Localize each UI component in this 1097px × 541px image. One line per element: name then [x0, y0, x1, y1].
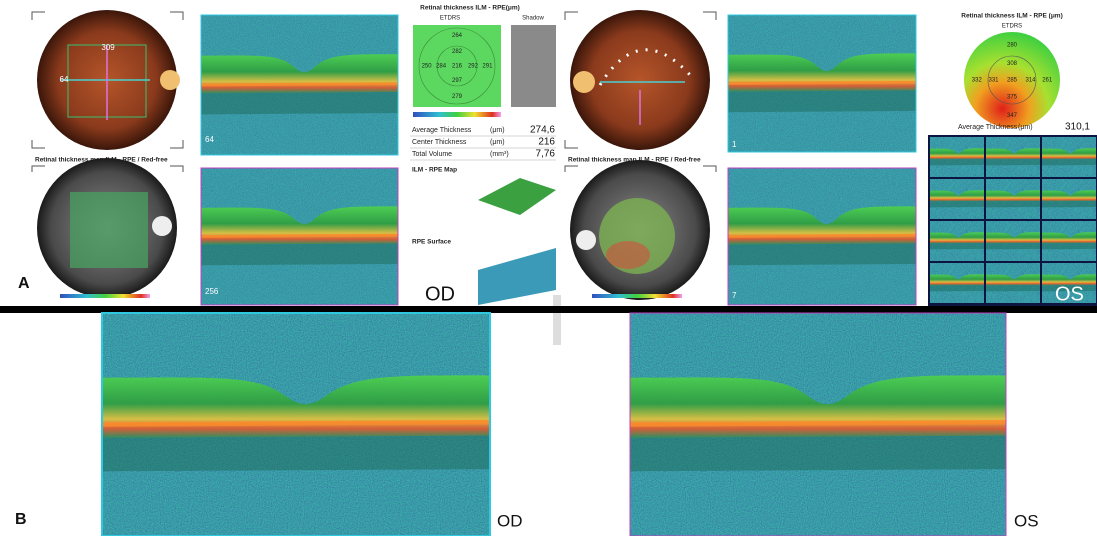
sector-value: 284 [436, 64, 447, 70]
metric-unit: (μm) [490, 127, 505, 134]
sector-value: 280 [1007, 42, 1018, 48]
etdrs-label: ETDRS [1002, 24, 1022, 30]
sector-value: 332 [972, 78, 983, 84]
scan-label: 256 [205, 287, 219, 296]
sector-value: 347 [1007, 113, 1018, 119]
metrics: Average Thickness (μm) 274,6 Center Thickne… [410, 125, 556, 160]
sector-value: 297 [452, 78, 463, 84]
os-fundus [565, 10, 716, 150]
scrollbar [553, 295, 561, 345]
scan-tile [930, 263, 984, 303]
rpe-surface [478, 248, 556, 305]
panel-b [102, 313, 1006, 536]
eye-label: OS [1055, 283, 1084, 305]
ilm-surface [478, 178, 556, 215]
scan-tile [1042, 179, 1096, 219]
map-label: ILM - RPE Map [412, 167, 457, 174]
sector-value: 264 [452, 33, 463, 39]
separator [0, 306, 1097, 313]
sector-value: 285 [1007, 78, 1018, 84]
sector-value: 375 [1007, 94, 1018, 100]
os-redfree [565, 160, 716, 300]
metric-name: Average Thickness [958, 124, 1018, 131]
metric-unit: (μm) [490, 139, 505, 146]
scan-label: 64 [205, 135, 214, 144]
metric: Average Thickness(μm) 310,1 [958, 122, 1090, 133]
scan-tile [986, 263, 1040, 303]
color-scale [413, 112, 501, 117]
scan-label: 1 [732, 140, 737, 149]
fundus-label: 64 [60, 75, 69, 84]
etdrs-title: Retinal thickness ILM - RPE (μm) [961, 13, 1063, 20]
map-label: RPE Surface [412, 239, 451, 246]
os-oct: 1 7 [728, 15, 916, 305]
eye-label: OD [425, 283, 455, 305]
od-fundus: 309 64 [32, 10, 183, 150]
scan-tile [930, 179, 984, 219]
od-oct: 64 256 [201, 15, 398, 305]
etdrs-label: ETDRS [440, 16, 460, 22]
scan-tile [1042, 137, 1096, 177]
sector-value: 282 [452, 49, 463, 55]
sector-value: 279 [452, 94, 463, 100]
od-redfree [32, 158, 183, 298]
metric-value: 216 [538, 137, 555, 148]
panel-label: A [18, 275, 30, 292]
sector-value: 292 [468, 64, 479, 70]
sector-value: 261 [1042, 78, 1053, 84]
metric-name: Average Thickness [412, 127, 472, 134]
sector-value: 308 [1007, 61, 1018, 67]
sector-value: 331 [989, 78, 1000, 84]
panel-label: B [15, 511, 27, 528]
scan-tile [986, 137, 1040, 177]
sector-value: 216 [452, 64, 463, 70]
metric-value: 7,76 [536, 149, 556, 160]
eye-label: OS [1014, 511, 1039, 530]
sector-value: 250 [422, 64, 433, 70]
scan-tile [930, 221, 984, 261]
figure: 309 64 Retinal thickness map ILM - RPE /… [0, 0, 1097, 536]
scan-tile [930, 137, 984, 177]
metric-unit: (μm) [1018, 124, 1033, 131]
fundus-label: 309 [101, 43, 115, 52]
metric-value: 274,6 [530, 125, 555, 136]
eye-label: OD [497, 511, 523, 530]
scan-tile [986, 179, 1040, 219]
shadow-image [511, 25, 556, 107]
metric-value: 310,1 [1065, 122, 1090, 133]
metric-name: Total Volume [412, 151, 452, 158]
metric-unit: (mm³) [490, 151, 509, 158]
sector-value: 291 [482, 64, 493, 70]
scan-label: 7 [732, 291, 737, 300]
scan-grid [928, 135, 1097, 307]
sector-value: 314 [1025, 78, 1036, 84]
etdrs-title: Retinal thickness ILM - RPE(μm) [420, 5, 520, 12]
shadow-label: Shadow [522, 16, 544, 22]
metric-name: Center Thickness [412, 139, 467, 146]
scan-tile [1042, 221, 1096, 261]
scan-tile [986, 221, 1040, 261]
